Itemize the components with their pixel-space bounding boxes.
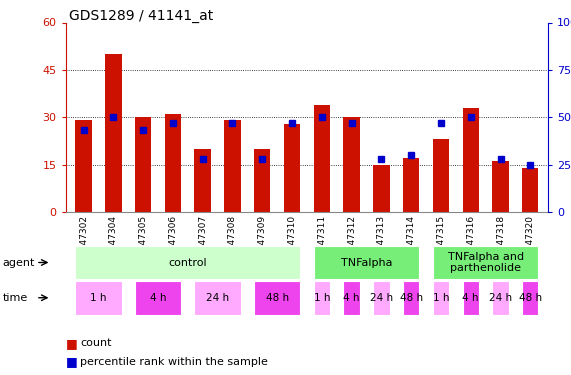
Bar (224, 120, 240, 212)
Text: ■: ■ (66, 337, 78, 350)
Text: 48 h: 48 h (518, 293, 542, 303)
Text: 4 h: 4 h (343, 293, 360, 303)
Text: GDS1289 / 41141_at: GDS1289 / 41141_at (69, 9, 213, 23)
Bar (135, 117, 151, 212)
Text: 4 h: 4 h (463, 293, 479, 303)
Text: 4 h: 4 h (150, 293, 166, 303)
Bar (105, 54, 122, 212)
Bar (373, 165, 389, 212)
Bar (254, 149, 271, 212)
Text: agent: agent (3, 258, 35, 267)
Bar (403, 158, 419, 212)
Text: control: control (168, 258, 207, 267)
Text: 1 h: 1 h (313, 293, 330, 303)
Text: 1 h: 1 h (433, 293, 449, 303)
Text: 1 h: 1 h (90, 293, 107, 303)
Text: TNFalpha and
parthenolide: TNFalpha and parthenolide (448, 252, 524, 273)
Bar (463, 108, 479, 212)
Text: 24 h: 24 h (489, 293, 512, 303)
Text: 48 h: 48 h (400, 293, 423, 303)
Bar (284, 123, 300, 212)
Bar (492, 161, 509, 212)
Text: 24 h: 24 h (206, 293, 229, 303)
Bar (195, 149, 211, 212)
Text: ■: ■ (66, 356, 78, 368)
Bar (522, 168, 538, 212)
Text: time: time (3, 293, 28, 303)
Text: 24 h: 24 h (370, 293, 393, 303)
Text: percentile rank within the sample: percentile rank within the sample (80, 357, 268, 367)
Bar (343, 117, 360, 212)
Text: TNFalpha: TNFalpha (341, 258, 392, 267)
Bar (433, 139, 449, 212)
Bar (164, 114, 181, 212)
Text: 48 h: 48 h (266, 293, 289, 303)
Text: count: count (80, 338, 111, 348)
Bar (313, 105, 330, 212)
Bar (75, 120, 92, 212)
